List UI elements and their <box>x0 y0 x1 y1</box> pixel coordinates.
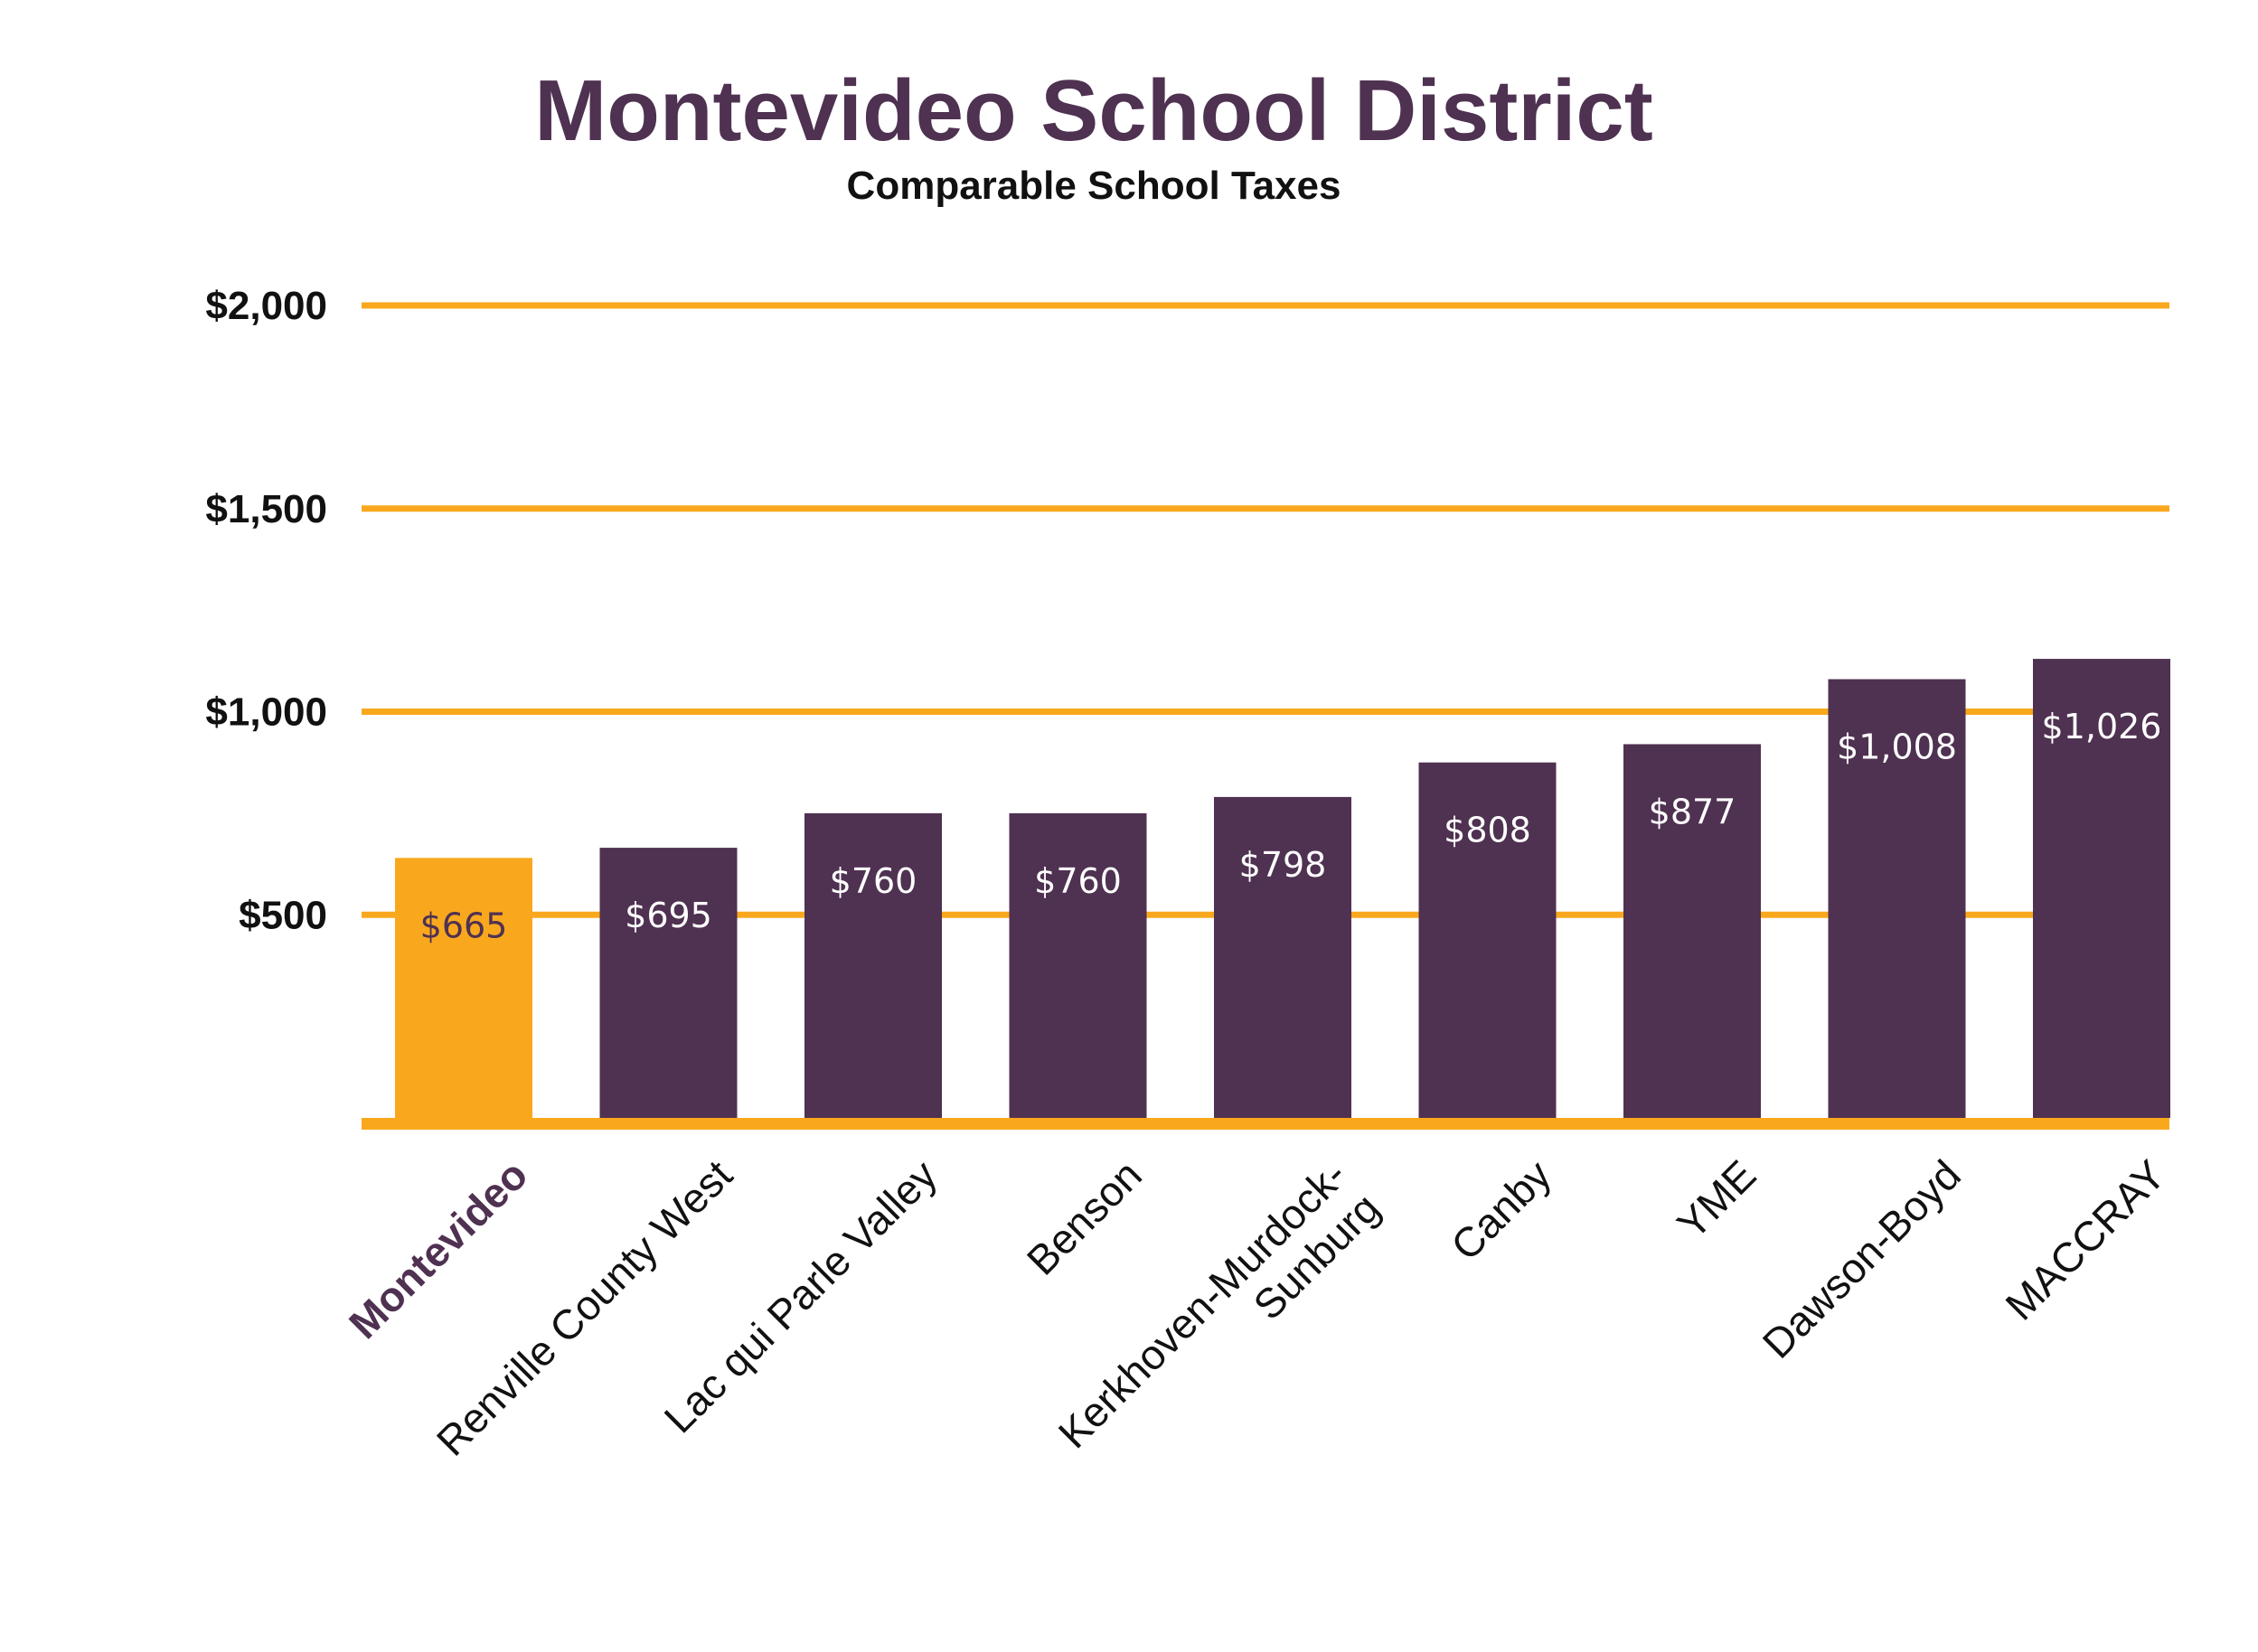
value-label: $1,008 <box>1837 727 1957 767</box>
bar <box>2033 659 2170 1118</box>
value-label: $877 <box>1649 792 1736 831</box>
value-label: $808 <box>1444 811 1531 850</box>
y-tick-label: $1,000 <box>205 690 327 735</box>
value-label: $695 <box>625 896 712 935</box>
y-axis-ticks: $500 $1,000 $1,500 $2,000 <box>205 284 327 937</box>
x-tick-label-group: Canby <box>1442 1151 1560 1270</box>
chart-subtitle: Comparable School Taxes <box>847 164 1341 208</box>
bar <box>1418 762 1557 1118</box>
value-labels: $665 $695 $760 $760 $798 $808 $877 $1,008 $1,026 <box>420 707 2162 945</box>
bar <box>599 848 738 1118</box>
value-label: $798 <box>1239 845 1327 885</box>
x-tick-label: MACCRAY <box>1996 1151 2174 1329</box>
value-label: $665 <box>420 906 508 945</box>
x-tick-label-group: YME <box>1668 1151 1764 1248</box>
value-label: $1,026 <box>2042 707 2162 746</box>
value-label: $760 <box>830 861 917 901</box>
bar-highlight <box>395 858 532 1118</box>
chart-title: Montevideo School District <box>534 62 1652 159</box>
y-tick-label: $500 <box>239 893 327 937</box>
x-tick-label-group: Montevideo <box>340 1151 536 1347</box>
x-tick-label-group: Dawson-Boyd <box>1754 1151 1970 1367</box>
x-axis-baseline-group <box>362 1118 2169 1130</box>
bar <box>1623 744 1761 1118</box>
bar <box>1214 796 1351 1118</box>
x-tick-label-highlight: Montevideo <box>340 1151 536 1347</box>
x-tick-label-group: Benson <box>1018 1151 1151 1284</box>
bar <box>1009 812 1147 1118</box>
x-tick-label: Canby <box>1442 1151 1560 1270</box>
x-tick-label: Dawson-Boyd <box>1754 1151 1970 1367</box>
x-tick-label: Benson <box>1018 1151 1151 1284</box>
value-label: $760 <box>1034 861 1122 901</box>
x-tick-label: YME <box>1668 1151 1764 1248</box>
bar <box>1828 679 1966 1118</box>
y-tick-label: $2,000 <box>205 284 327 328</box>
bar <box>804 812 942 1118</box>
x-axis-baseline <box>362 1118 2169 1130</box>
x-tick-label-group: MACCRAY <box>1996 1151 2174 1329</box>
bars <box>395 659 2170 1118</box>
y-tick-label: $1,500 <box>205 487 327 531</box>
